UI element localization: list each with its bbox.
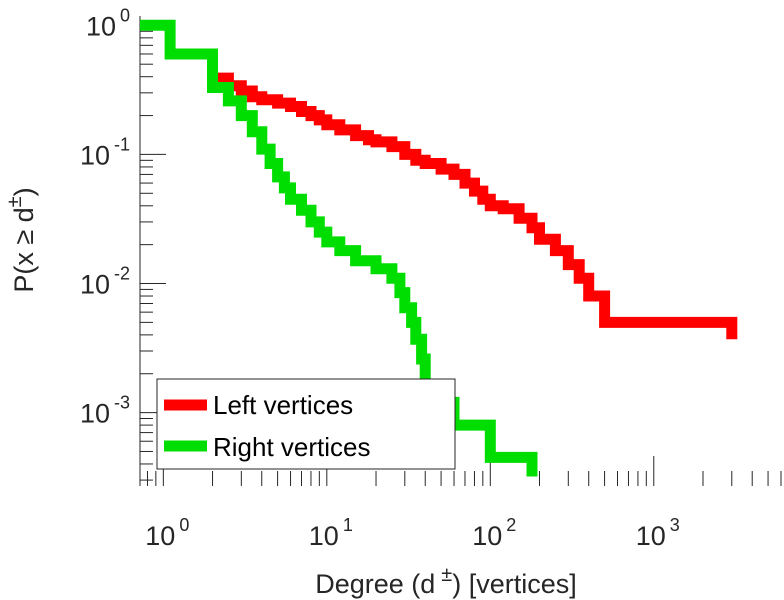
y-tick-label: 10 -1 [80, 134, 130, 170]
series-layer [140, 19, 738, 477]
series-line-left-vertices [212, 72, 738, 340]
legend-label-right-vertices: Right vertices [213, 432, 371, 462]
x-tick-label: 10 3 [636, 515, 680, 551]
legend-box [156, 378, 456, 470]
x-tick-label: 10 2 [472, 515, 516, 551]
y-tick-label: 10 -3 [80, 393, 130, 429]
tick-labels: 10 0 10 -1 10 -2 10 -3 10 0 10 1 10 2 10 3 [80, 5, 680, 551]
legend: Left vertices Right vertices [156, 378, 456, 470]
series-line-right-vertices [140, 19, 538, 477]
y-tick-label: 10 -2 [80, 264, 130, 300]
y-axis-label: P(x ≥ d±) [4, 187, 39, 292]
x-tick-label: 10 1 [309, 515, 353, 551]
x-tick-label: 10 0 [145, 515, 189, 551]
legend-label-left-vertices: Left vertices [213, 390, 353, 420]
y-tick-label: 10 0 [86, 5, 130, 41]
x-axis-label: Degree (d ±) [vertices] [315, 564, 577, 599]
